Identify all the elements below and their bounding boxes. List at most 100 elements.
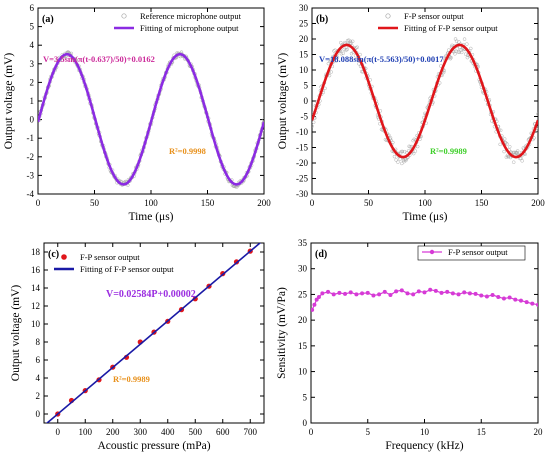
plot-frame xyxy=(43,242,265,424)
plot-frame xyxy=(37,7,265,195)
equation-annotation: V=3.5sin(π(t-0.637)/50)+0.0162 xyxy=(43,54,155,64)
series-point xyxy=(507,295,512,300)
scatter-point xyxy=(469,46,473,51)
x-tick-label: 50 xyxy=(90,198,100,208)
y-tick-label: 12 xyxy=(31,301,40,311)
scatter-point xyxy=(449,55,453,60)
legend-marker xyxy=(121,13,127,19)
legend-entry: F-P sensor output xyxy=(61,252,140,262)
scatter-point xyxy=(456,50,461,54)
scatter-point xyxy=(335,55,340,60)
series-point xyxy=(405,291,410,296)
x-tick-label: 15 xyxy=(477,427,487,437)
scatter-point xyxy=(396,160,400,164)
series-point xyxy=(456,292,461,297)
series-point xyxy=(473,291,478,296)
scatter-point xyxy=(412,137,416,141)
scatter-point xyxy=(455,46,459,51)
series-point xyxy=(337,290,342,295)
x-tick-label: 5 xyxy=(366,427,371,437)
x-tick-label: 600 xyxy=(216,427,230,437)
x-tick-label: 0 xyxy=(310,198,315,208)
series-point xyxy=(343,291,348,296)
legend: F-P sensor output xyxy=(417,245,526,261)
fit-line xyxy=(38,52,264,186)
y-tick-label: 15 xyxy=(298,341,308,351)
r-squared-annotation: R²=0.9998 xyxy=(169,146,206,156)
series-point xyxy=(394,289,399,294)
scatter-point xyxy=(402,149,407,154)
y-tick-label: 30 xyxy=(298,264,308,274)
x-tick-label: 150 xyxy=(475,198,489,208)
r-squared-annotation: R²=0.9989 xyxy=(430,146,467,156)
scatter-point xyxy=(341,51,345,56)
scatter-point xyxy=(344,48,348,53)
y-tick-label: 1 xyxy=(30,96,35,106)
y-tick-label: 0 xyxy=(36,409,41,419)
series-point xyxy=(428,287,433,292)
series-point xyxy=(467,291,472,296)
panel-4: 0 5 10 15 20 0 5 10 15 20 25 30 35 Frequency (kHz) Sen… xyxy=(276,238,543,452)
legend-entry: Fitting of microphone output xyxy=(114,23,239,33)
y-tick-label: 2 xyxy=(36,391,41,401)
series-point xyxy=(462,290,467,295)
y-tick-label: -10 xyxy=(296,127,308,137)
panel-label: (d) xyxy=(315,249,327,260)
scatter-point xyxy=(339,40,343,45)
x-tick-label: 100 xyxy=(79,427,93,437)
y-tick-label: 25 xyxy=(299,19,309,29)
legend-label: Fitting of F-P sensor output xyxy=(80,264,174,274)
series-point xyxy=(530,301,535,306)
series-point xyxy=(388,292,393,297)
y-tick-label: 25 xyxy=(298,289,308,299)
x-tick-label: 300 xyxy=(134,427,148,437)
legend-label: F-P sensor output xyxy=(80,252,140,262)
y-axis-label: Sensitivity (mV/Pa) xyxy=(276,287,288,379)
x-axis-label: Frequency (kHz) xyxy=(385,440,463,452)
scatter-point xyxy=(462,37,467,41)
fit-line xyxy=(45,243,262,423)
y-tick-label: 5 xyxy=(304,81,309,91)
scatter-point xyxy=(523,152,527,157)
y-tick-label: 2 xyxy=(30,77,35,87)
y-tick-label: -30 xyxy=(296,189,308,199)
scatter-point xyxy=(411,151,416,156)
panel-label: (c) xyxy=(48,249,59,260)
scatter-point xyxy=(392,154,397,159)
y-tick-label: 14 xyxy=(31,283,41,293)
x-tick-label: 700 xyxy=(244,427,258,437)
scatter-point xyxy=(515,150,519,155)
x-tick-label: 50 xyxy=(364,198,374,208)
x-tick-label: 500 xyxy=(189,427,203,437)
equation-annotation: V=18.088sin(π(t-5.563)/50)+0.0017 xyxy=(319,54,444,64)
series-point xyxy=(513,297,518,302)
plot-frame xyxy=(310,242,539,424)
legend-label: Fitting of F-P sensor output xyxy=(404,23,498,33)
x-tick-label: 10 xyxy=(420,427,430,437)
legend-label: F-P sensor output xyxy=(404,11,464,21)
y-tick-label: 0 xyxy=(304,96,309,106)
panel-3: 0 100 200 300 400 500 600 700 0 2 4 6 8 10 12 14 16 18 Aco… xyxy=(10,242,265,452)
scatter-point xyxy=(515,149,520,153)
scatter-point xyxy=(520,159,524,163)
scatter-point xyxy=(350,39,355,44)
scatter-point xyxy=(498,128,503,133)
x-tick-label: 200 xyxy=(531,198,545,208)
series-point xyxy=(439,290,444,295)
y-tick-label: -15 xyxy=(296,143,308,153)
x-tick-label: 100 xyxy=(418,198,432,208)
series-point xyxy=(450,291,455,296)
y-axis-label: Output voltage (mV) xyxy=(3,53,15,150)
scatter-point xyxy=(536,112,538,116)
series-point xyxy=(360,291,365,296)
x-tick-label: 0 xyxy=(56,427,61,437)
series-point xyxy=(433,288,438,293)
plot-frame xyxy=(311,7,539,195)
scatter-point xyxy=(329,70,333,74)
scatter-point xyxy=(399,149,403,154)
y-tick-label: 30 xyxy=(299,3,309,13)
series-point xyxy=(536,302,538,307)
scatter-point xyxy=(345,47,349,52)
legend: F-P sensor output Fitting of F-P sensor o… xyxy=(378,11,498,33)
y-tick-label: -5 xyxy=(301,112,309,122)
